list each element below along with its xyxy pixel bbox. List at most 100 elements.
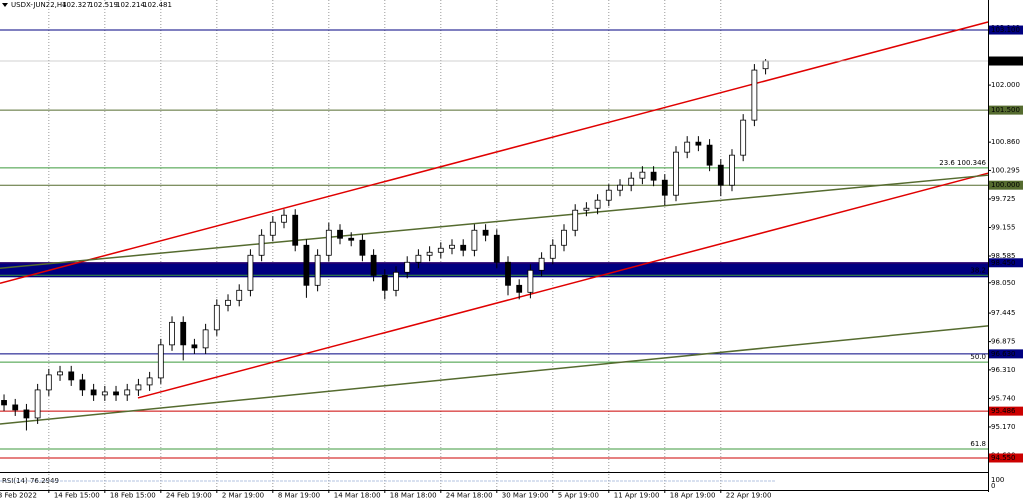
candle-body [90, 389, 97, 396]
level-label: 101.500 [991, 106, 1020, 114]
candle-body [561, 229, 567, 246]
fibo-label: 61.8 [970, 440, 986, 448]
candle-body [348, 237, 355, 241]
level-label-box [989, 349, 1023, 359]
x-tick-label: 2 Mar 19:00 [222, 492, 264, 500]
x-tick-label: 24 Mar 18:00 [446, 492, 493, 500]
header-low: 102.214 [116, 1, 145, 9]
level-label: 98.450 [991, 259, 1016, 267]
y-tick-label: 98.585 [991, 252, 1016, 260]
candle-body [527, 269, 534, 293]
candle-body [191, 344, 198, 349]
candle-body [146, 377, 153, 386]
candle-body [605, 189, 612, 201]
candle-body [135, 384, 142, 391]
level-label: 96.630 [991, 350, 1016, 358]
fibo-label: 50.0 [970, 353, 986, 361]
y-tick-label: 100.860 [991, 138, 1020, 146]
candle-body [68, 371, 75, 381]
candle-body [706, 144, 713, 166]
candle-body [639, 171, 646, 179]
candle-body [169, 321, 175, 346]
x-tick-label: 11 Apr 19:00 [614, 492, 660, 500]
x-tick-label: 18 Mar 18:00 [390, 492, 437, 500]
trend-line [0, 325, 989, 425]
candle-body [505, 261, 511, 286]
y-tick-label: 96.875 [991, 338, 1016, 346]
y-tick-label: 98.050 [991, 279, 1016, 287]
candle-body [583, 207, 590, 211]
candle-body [393, 271, 399, 291]
candle-body [23, 409, 30, 419]
level-label-box [989, 453, 1023, 463]
candle-body [101, 391, 108, 396]
candle-body [157, 344, 164, 379]
candle-body [314, 254, 321, 286]
candle-body [493, 234, 500, 263]
level-label-box [989, 406, 1023, 416]
candle-body [628, 177, 635, 186]
candle-body [740, 119, 747, 156]
candle-body [673, 151, 679, 196]
candle-body [538, 257, 545, 271]
level-label-box [989, 105, 1023, 115]
x-tick-label: 24 Feb 19:00 [166, 492, 212, 500]
fibo-label: 38.2 [970, 266, 986, 274]
candle-body [12, 404, 19, 411]
level-label: 95.486 [991, 407, 1016, 415]
y-tick-label: 100.295 [991, 166, 1020, 174]
candle-body [426, 251, 433, 256]
header-open: 102.327 [62, 1, 91, 9]
candle-body [381, 274, 388, 291]
candle-body [661, 179, 668, 196]
candle-body [113, 391, 119, 396]
x-tick-label: 18 Apr 19:00 [670, 492, 716, 500]
level-label: 100.000 [991, 181, 1020, 189]
candle-body [269, 221, 276, 236]
candle-body [1, 400, 7, 406]
candle-body [34, 389, 41, 419]
x-tick-label: 3 Feb 2022 [0, 492, 37, 500]
y-tick-label: 96.310 [991, 366, 1016, 374]
header: USDX-JUN22,H4 102.327 102.519 102.214 10… [11, 1, 172, 9]
candle-body [124, 389, 131, 396]
candle-body [695, 141, 702, 146]
candle-body [617, 184, 623, 191]
x-tick-label: 8 Mar 19:00 [278, 492, 320, 500]
current-price-label-box [989, 56, 1023, 66]
candle-body [258, 234, 265, 256]
y-tick-label: 102.000 [991, 81, 1020, 89]
candle-body [202, 329, 209, 349]
candle-body [460, 244, 467, 251]
candle-body [471, 229, 478, 251]
rsi-tick-label: 0 [991, 482, 995, 490]
candle-body [684, 141, 691, 153]
level-label-box [989, 258, 1023, 268]
candle-body [762, 60, 769, 70]
level-label: 103.100 [991, 26, 1020, 34]
candle-body [729, 154, 735, 186]
candle-body [359, 239, 366, 256]
level-label: 94.550 [991, 454, 1016, 462]
candle-body [516, 284, 523, 293]
candle-body [303, 244, 310, 286]
x-tick-label: 14 Mar 18:00 [334, 492, 381, 500]
x-tick-label: 22 Apr 19:00 [726, 492, 772, 500]
y-tick-label: 99.155 [991, 223, 1016, 231]
candle-body [325, 229, 332, 256]
x-tick-label: 14 Feb 15:00 [54, 492, 100, 500]
candle-body [650, 171, 657, 181]
menu-triangle [2, 3, 8, 7]
candle-body [437, 247, 444, 253]
trend-line [137, 172, 989, 399]
y-tick-label: 95.740 [991, 394, 1016, 402]
candle-body [57, 371, 63, 376]
candle-body [594, 199, 601, 209]
x-tick-label: 18 Feb 15:00 [110, 492, 156, 500]
candles [1, 59, 769, 431]
candle-body [247, 254, 254, 291]
candle-body [404, 261, 411, 273]
y-tick-label: 99.725 [991, 195, 1016, 203]
